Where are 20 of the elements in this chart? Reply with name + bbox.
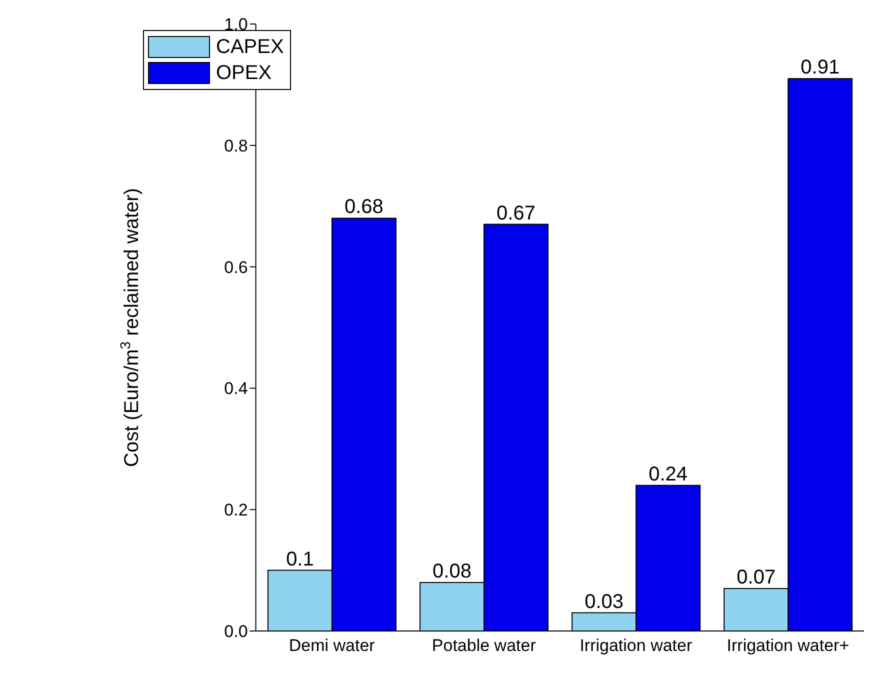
y-tick-label: 0.2 (224, 500, 248, 520)
y-tick-label: 0.6 (224, 258, 248, 277)
x-tick-label: Demi water (288, 636, 376, 656)
x-tick-label: Potable water (432, 636, 536, 656)
data-label: 0.24 (648, 463, 688, 486)
x-tick-label: Irrigation water+ (726, 636, 850, 656)
y-tick-label: 0.4 (224, 379, 248, 398)
data-label: 0.07 (736, 566, 776, 589)
x-tick-label: Irrigation water (580, 636, 692, 656)
data-label: 0.68 (344, 196, 384, 218)
data-label: 0.91 (800, 56, 840, 79)
data-label: 0.03 (584, 590, 624, 613)
data-label: 0.08 (432, 560, 472, 582)
data-label: 0.67 (496, 202, 536, 224)
legend-label: OPEX (216, 62, 272, 84)
y-tick-label: 0.0 (224, 622, 248, 642)
y-tick-label: 0.8 (224, 136, 248, 156)
legend-label: CAPEX (216, 36, 284, 58)
y-tick-label: 1.0 (224, 15, 248, 34)
data-label: 0.1 (286, 548, 314, 570)
